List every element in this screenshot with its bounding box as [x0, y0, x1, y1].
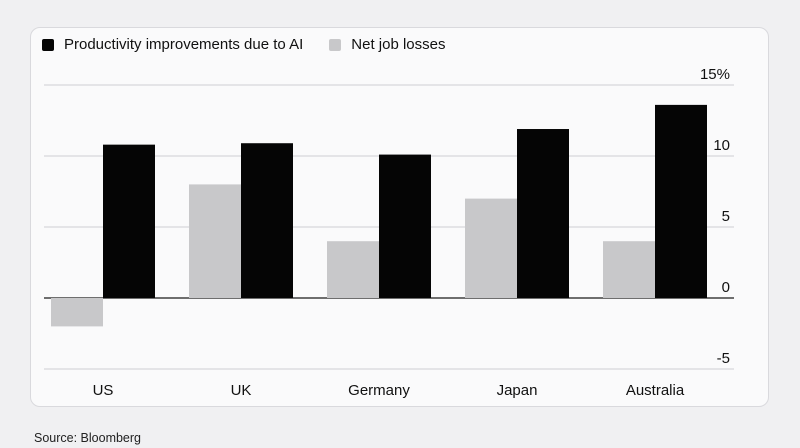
- legend-label-productivity: Productivity improvements due to AI: [64, 36, 304, 53]
- bar-job-losses-germany: [327, 241, 379, 298]
- x-tick-label: US: [93, 382, 114, 399]
- legend-label-job-losses: Net job losses: [351, 36, 446, 53]
- bar-productivity-australia: [655, 104, 707, 298]
- bar-job-losses-japan: [465, 198, 517, 298]
- x-tick-label: Germany: [348, 382, 410, 399]
- legend-swatch-job-losses: [329, 38, 342, 51]
- x-tick-label: Japan: [497, 382, 538, 399]
- bar-productivity-japan: [517, 129, 569, 298]
- y-tick-label: 10: [713, 137, 730, 154]
- legend: Productivity improvements due to AI Net …: [42, 36, 472, 53]
- bar-productivity-germany: [379, 154, 431, 298]
- legend-swatch-productivity: [42, 38, 54, 51]
- source-note: Source: Bloomberg: [34, 431, 142, 445]
- bar-job-losses-us: [51, 298, 103, 327]
- y-tick-label: 0: [722, 279, 730, 296]
- y-tick-label: 5: [722, 208, 730, 225]
- bar-productivity-uk: [241, 143, 293, 298]
- legend-item-job-losses: Net job losses: [329, 36, 446, 53]
- x-tick-label: Australia: [626, 382, 685, 399]
- y-tick-label: 15%: [700, 66, 730, 83]
- bar-productivity-us: [103, 144, 155, 298]
- bar-job-losses-uk: [189, 184, 241, 298]
- y-tick-label: -5: [717, 350, 730, 367]
- bar-job-losses-australia: [603, 241, 655, 298]
- x-tick-label: UK: [231, 382, 252, 399]
- legend-item-productivity: Productivity improvements due to AI: [42, 36, 303, 53]
